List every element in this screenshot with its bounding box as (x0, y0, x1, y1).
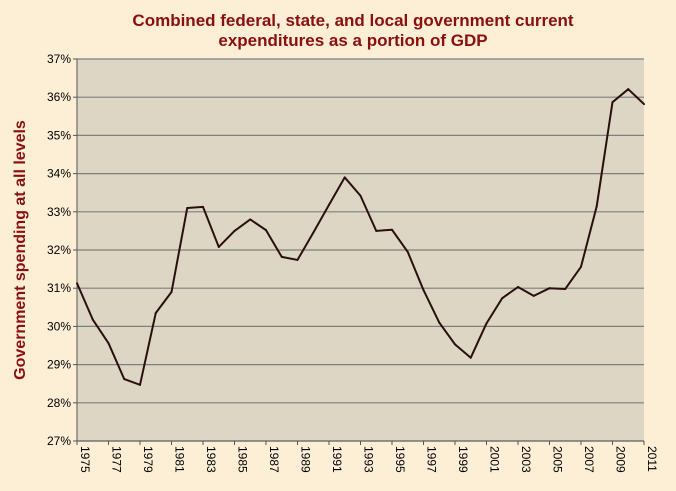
x-tick-label: 1993 (362, 446, 376, 473)
data-point (595, 205, 598, 208)
data-point (233, 229, 236, 232)
data-point (501, 297, 504, 300)
x-tick-label: 1979 (141, 446, 155, 473)
data-point (454, 343, 456, 346)
x-tick-label: 1983 (204, 446, 218, 473)
data-point (186, 206, 189, 209)
data-point (580, 265, 582, 268)
data-point (422, 289, 425, 292)
y-tick-label: 34% (47, 167, 71, 181)
data-point (328, 203, 330, 206)
data-point (564, 287, 567, 290)
data-point (643, 103, 645, 106)
y-tick-label: 30% (47, 319, 71, 333)
x-tick-label: 1981 (173, 446, 187, 473)
data-point (517, 286, 519, 289)
x-tick-label: 1975 (78, 446, 92, 473)
x-tick-label: 1999 (456, 446, 470, 473)
x-tick-label: 1989 (299, 446, 313, 473)
y-tick-label: 27% (47, 434, 71, 448)
data-point (170, 291, 173, 294)
x-tick-label: 1985 (236, 446, 250, 473)
x-tick-label: 1995 (393, 446, 407, 473)
data-point (139, 383, 141, 386)
data-point (107, 342, 110, 345)
y-axis-label: Government spending at all levels (12, 120, 29, 380)
data-point (438, 321, 441, 324)
data-point (611, 101, 614, 104)
chart-title-line-1: Combined federal, state, and local gover… (132, 11, 573, 30)
data-point (548, 287, 551, 290)
y-tick-label: 37% (47, 52, 71, 66)
data-point (485, 322, 488, 325)
data-point (249, 218, 252, 221)
x-tick-label: 2001 (488, 446, 502, 473)
data-point (280, 255, 283, 258)
x-tick-label: 2011 (645, 446, 659, 472)
x-tick-label: 1997 (425, 446, 439, 473)
data-point (375, 229, 378, 232)
data-point (217, 245, 220, 248)
y-tick-label: 31% (47, 281, 71, 295)
data-point (296, 258, 299, 261)
y-tick-label: 28% (47, 396, 71, 410)
y-tick-label: 35% (47, 128, 71, 142)
x-tick-label: 2003 (519, 446, 533, 473)
x-tick-label: 2009 (614, 446, 628, 473)
data-point (627, 88, 630, 91)
x-tick-label: 1977 (110, 446, 124, 473)
x-tick-label: 2005 (551, 446, 565, 473)
data-point (391, 228, 393, 231)
data-point (91, 318, 94, 321)
data-point (202, 205, 204, 208)
data-point (532, 294, 535, 297)
data-point (123, 378, 126, 381)
x-tick-label: 1991 (330, 446, 344, 473)
y-tick-label: 29% (47, 358, 71, 372)
y-tick-label: 36% (47, 90, 71, 104)
data-point (406, 250, 409, 253)
y-tick-label: 32% (47, 243, 71, 257)
data-point (343, 176, 346, 179)
x-tick-label: 1987 (267, 446, 281, 473)
data-point (76, 282, 78, 285)
data-point (265, 229, 267, 232)
data-point (312, 231, 315, 234)
y-tick-label: 33% (47, 205, 71, 219)
chart-title-line-2: expenditures as a portion of GDP (218, 31, 487, 50)
data-point (469, 356, 472, 359)
data-point (154, 312, 157, 315)
x-tick-label: 2007 (582, 446, 596, 473)
data-point (359, 194, 362, 197)
